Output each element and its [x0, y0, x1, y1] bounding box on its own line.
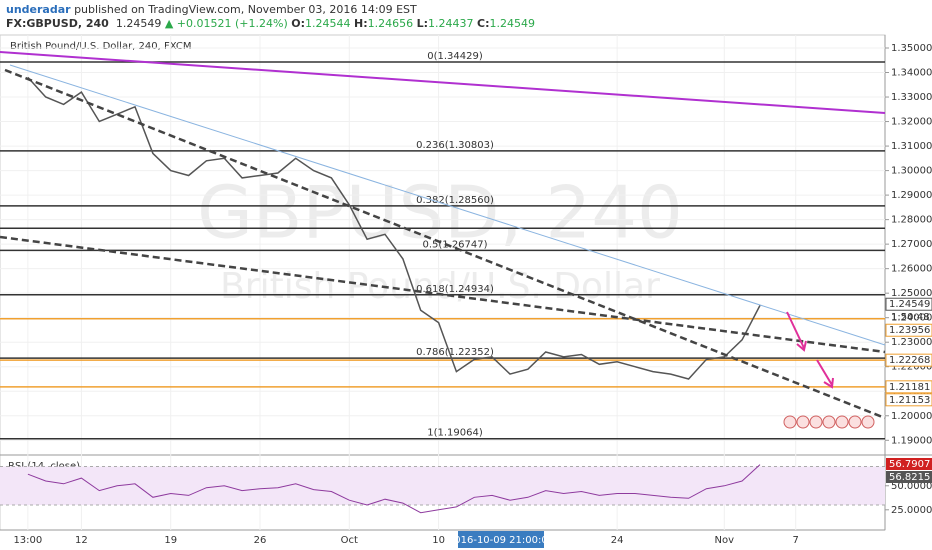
price-tag-label: 1.24549 — [889, 299, 930, 310]
y-tick-label: 1.31000 — [891, 141, 932, 152]
fib-label: 0.618(1.24934) — [416, 284, 494, 295]
y-tick-label: 1.26000 — [891, 264, 932, 275]
trend-line — [0, 51, 886, 114]
price-tag — [885, 323, 932, 337]
header: underadar published on TradingView.com, … — [0, 0, 932, 33]
x-tick-label: 10 — [432, 535, 445, 546]
fib-label: 0.236(1.30803) — [416, 140, 494, 151]
crosshair-date: 2016-10-09 21:00:00 — [448, 535, 554, 546]
open-value: 1.24544 — [305, 17, 351, 30]
symbol: FX:GBPUSD, 240 — [6, 17, 109, 30]
price-tag — [885, 353, 932, 367]
publish-line: underadar published on TradingView.com, … — [6, 3, 417, 16]
price-tag-label: 1.21153 — [889, 395, 930, 406]
rsi-line — [27, 464, 761, 514]
trend-line-dashed — [4, 68, 886, 420]
arrow — [786, 311, 807, 352]
quote-line: FX:GBPUSD, 240 1.24549 ▲ +0.01521 (+1.24… — [6, 17, 535, 30]
y-tick-label: 25.0000 — [891, 505, 932, 516]
rsi-tag — [886, 458, 932, 470]
price-tag — [885, 380, 932, 394]
rsi-band — [0, 466, 885, 505]
author[interactable]: underadar — [6, 3, 71, 16]
x-tick-label: 12 — [75, 535, 88, 546]
price-tag-label: 1.23956 — [889, 325, 930, 336]
change-value: +0.01521 (+1.24%) — [176, 17, 288, 30]
fib-label: 0(1.34429) — [427, 51, 483, 62]
fib-label: 0.382(1.28560) — [416, 195, 494, 206]
arrow — [816, 359, 834, 389]
watermark: GBPUSD, 240 — [197, 171, 683, 255]
published: published on TradingView.com, November 0… — [74, 3, 417, 16]
y-tick-label: 1.28000 — [891, 215, 932, 226]
y-tick-label: 1.20000 — [891, 411, 932, 422]
rsi-tag — [886, 471, 932, 483]
y-tick-label: 1.33000 — [891, 92, 932, 103]
watermark-subtitle: British Pound/U.S. Dollar — [220, 266, 660, 307]
rsi-tag-label: 56.8215 — [889, 472, 930, 483]
layers: 0(1.34429) 0.236(1.30803) 0.382(1.28560) 0.… — [0, 35, 885, 530]
low-value: 1.24437 — [428, 17, 474, 30]
x-tick-label: 19 — [164, 535, 177, 546]
change: ▲ +0.01521 (+1.24%) — [164, 17, 288, 30]
y-tick-label: 1.22000 — [891, 362, 932, 373]
y-tick-label: 50.0000 — [891, 481, 932, 492]
fib-label: 0.786(1.22352) — [416, 347, 494, 358]
close-label: C: — [477, 17, 490, 30]
x-tick-label: 13:00 — [13, 535, 42, 546]
high-label: H: — [354, 17, 368, 30]
y-tick-label: 1.32000 — [891, 117, 932, 128]
x-tick-label: 26 — [254, 535, 267, 546]
chart-title: British Pound/U.S. Dollar, 240, FXCM — [10, 41, 191, 52]
x-tick-label: Nov — [715, 535, 735, 546]
y-tick-label: 1.19000 — [891, 435, 932, 446]
background — [0, 34, 932, 531]
open-label: O: — [291, 17, 305, 30]
event-icons — [783, 415, 875, 429]
price-tag — [885, 393, 932, 407]
price-tag — [885, 297, 932, 311]
price-tag-label: 1.22268 — [889, 355, 930, 366]
rsi-tag-label: 56.7907 — [889, 459, 930, 470]
price-tag-label: 1.21181 — [889, 382, 930, 393]
last-price: 1.24549 — [115, 17, 162, 30]
drawings — [0, 51, 886, 429]
low-label: L: — [416, 17, 429, 30]
y-tick-label: 1.27000 — [891, 239, 932, 250]
fib-label: 1(1.19064) — [427, 428, 483, 439]
trend-line — [9, 64, 886, 346]
crosshair-date-box — [458, 531, 544, 548]
y-tick-label: 1.34000 — [891, 68, 932, 79]
y-tick-label: 1.24000 — [891, 313, 932, 324]
y-tick-label: 1.35000 — [891, 43, 932, 54]
y-tick-label: 1.25000 — [891, 288, 932, 299]
x-tick-label: 24 — [611, 535, 624, 546]
x-tick-label: Oct — [341, 535, 358, 546]
high-value: 1.24656 — [367, 17, 414, 30]
y-tick-label: 1.23000 — [891, 337, 932, 348]
trend-line-dashed — [0, 235, 886, 354]
close-value: 1.24549 — [489, 17, 536, 30]
countdown: 1:50:48 — [891, 312, 930, 323]
price-line — [27, 76, 761, 380]
y-tick-label: 1.29000 — [891, 190, 932, 201]
y-tick-label: 1.30000 — [891, 166, 932, 177]
fib-label: 0.5(1.26747) — [422, 239, 487, 250]
x-tick-label: 7 — [793, 535, 799, 546]
